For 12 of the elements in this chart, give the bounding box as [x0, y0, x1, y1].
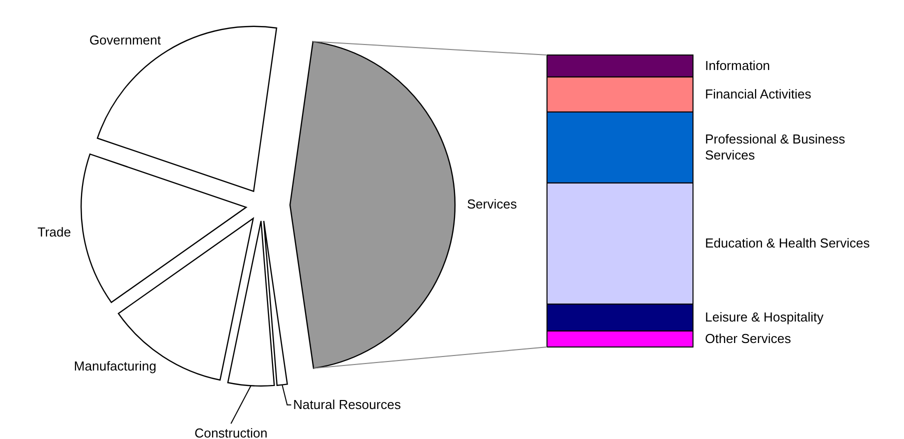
- series-label: Professional & Business Services: [705, 131, 846, 162]
- series-label: Other Services: [705, 330, 792, 346]
- slice-label: Natural Resources: [293, 396, 402, 412]
- slice-label: Services: [467, 196, 518, 212]
- series-label: Leisure & Hospitality: [705, 310, 824, 325]
- series-label: Information: [705, 58, 770, 73]
- slice-label: Manufacturing: [74, 358, 156, 374]
- slice-label: Construction: [194, 426, 268, 439]
- series-label: Financial Activities: [705, 86, 812, 102]
- slice-label: Trade: [37, 224, 71, 240]
- series-label: Education & Health Services: [705, 235, 870, 250]
- slice-label: Government: [89, 32, 162, 48]
